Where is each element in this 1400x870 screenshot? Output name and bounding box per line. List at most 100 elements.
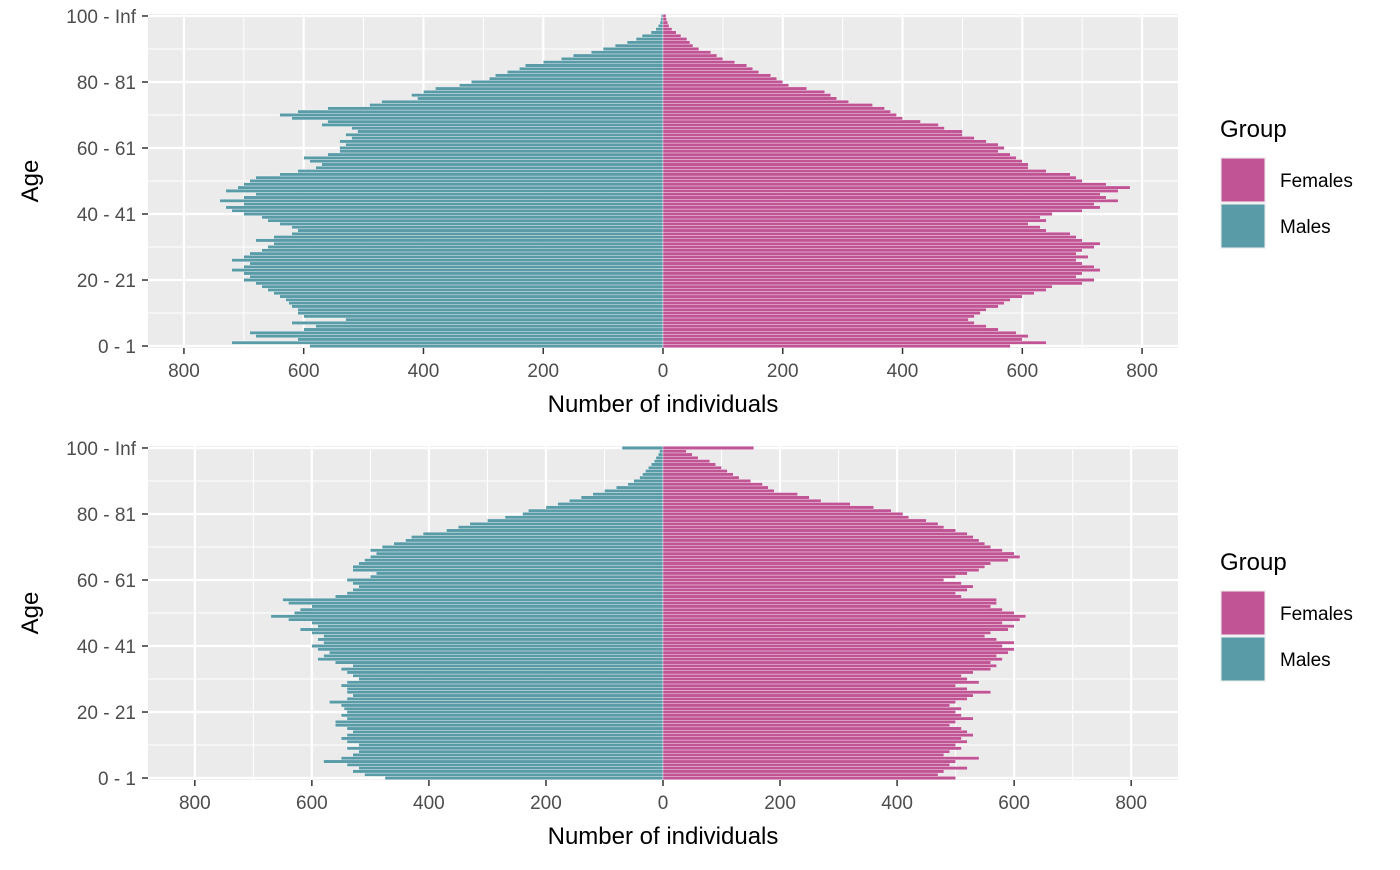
bar-males-age-29 xyxy=(261,248,664,253)
bar-females-age-40 xyxy=(662,644,1003,648)
bar-females-age-0 xyxy=(662,344,1011,348)
bar-males-age-18 xyxy=(346,716,664,721)
bar-males-age-99 xyxy=(660,17,664,22)
bar-females-age-74 xyxy=(662,99,849,104)
bar-males-age-47 xyxy=(225,189,664,193)
bar-males-age-44 xyxy=(219,198,664,203)
bar-females-age-54 xyxy=(662,165,1029,170)
bar-males-age-66 xyxy=(351,126,664,131)
bar-males-age-34 xyxy=(291,231,664,236)
bar-females-age-9 xyxy=(662,746,962,751)
bar-males-age-65 xyxy=(358,561,664,566)
bar-females-age-81 xyxy=(662,76,777,81)
bar-males-age-59 xyxy=(352,581,664,586)
bar-males-age-77 xyxy=(469,522,664,526)
bar-females-age-60 xyxy=(662,146,1005,150)
bar-females-age-43 xyxy=(662,634,986,638)
bar-males-age-4 xyxy=(346,762,664,767)
bar-females-age-23 xyxy=(662,700,956,704)
bar-females-age-47 xyxy=(662,621,1003,625)
bar-males-age-21 xyxy=(249,274,664,279)
bar-females-age-79 xyxy=(662,83,789,88)
bar-males-age-93 xyxy=(645,469,664,473)
bar-females-age-17 xyxy=(662,288,1047,292)
bar-males-age-52 xyxy=(279,172,664,177)
bar-females-age-8 xyxy=(662,749,950,754)
bar-males-age-54 xyxy=(282,597,664,602)
y-tick-label: 40 - 41 xyxy=(77,205,136,226)
y-tick-label: 0 - 1 xyxy=(98,337,136,358)
bar-females-age-83 xyxy=(662,70,759,74)
bar-males-age-49 xyxy=(270,614,664,619)
bar-males-age-30 xyxy=(267,245,664,249)
bar-males-age-11 xyxy=(297,307,664,312)
bar-females-age-68 xyxy=(662,551,1015,556)
bar-males-age-95 xyxy=(651,462,664,467)
bar-females-age-39 xyxy=(662,215,1041,220)
bar-females-age-49 xyxy=(662,614,1027,619)
bar-males-age-60 xyxy=(346,578,664,582)
bar-females-age-98 xyxy=(662,20,668,25)
bar-males-age-64 xyxy=(352,564,664,569)
bar-males-age-27 xyxy=(346,687,664,691)
bar-females-age-95 xyxy=(662,30,677,35)
x-tick-label: 600 xyxy=(288,361,320,382)
bar-males-age-32 xyxy=(255,238,664,243)
bar-females-age-100 xyxy=(662,446,754,450)
bar-females-age-9 xyxy=(662,314,975,319)
bar-females-age-97 xyxy=(662,456,699,460)
bar-females-age-65 xyxy=(662,561,991,566)
bar-males-age-83 xyxy=(557,502,664,506)
bar-males-age-62 xyxy=(376,571,664,576)
bar-females-age-49 xyxy=(662,182,1107,187)
bar-females-age-80 xyxy=(662,80,783,84)
bar-males-age-91 xyxy=(639,475,664,480)
bar-females-age-42 xyxy=(662,637,997,642)
y-tick-label: 20 - 21 xyxy=(77,703,136,724)
bar-males-age-38 xyxy=(329,650,664,655)
bar-females-age-35 xyxy=(662,660,991,665)
bar-males-age-49 xyxy=(243,182,664,187)
bar-females-age-50 xyxy=(662,179,1083,183)
bar-males-age-33 xyxy=(340,667,664,671)
bar-males-age-88 xyxy=(572,53,664,58)
x-axis-title: Number of individuals xyxy=(548,823,779,850)
bar-females-age-13 xyxy=(662,301,1005,305)
bar-females-age-46 xyxy=(662,624,1015,629)
bar-females-age-94 xyxy=(662,465,722,470)
bar-males-age-31 xyxy=(352,673,664,678)
bar-males-age-46 xyxy=(317,624,664,629)
y-tick-label: 100 - Inf xyxy=(66,7,136,28)
bar-males-age-71 xyxy=(297,109,664,114)
bar-females-age-35 xyxy=(662,228,1047,233)
bar-males-age-29 xyxy=(346,680,664,685)
bar-males-age-99 xyxy=(659,449,664,454)
bar-females-age-66 xyxy=(662,126,945,131)
bar-males-age-81 xyxy=(489,76,664,81)
bar-females-age-31 xyxy=(662,241,1101,246)
bar-females-age-78 xyxy=(662,518,927,523)
bar-females-age-52 xyxy=(662,172,1071,177)
bar-males-age-94 xyxy=(641,33,664,38)
bar-males-age-2 xyxy=(297,337,664,342)
bar-males-age-82 xyxy=(545,505,664,510)
bar-females-age-29 xyxy=(662,248,1083,253)
bar-males-age-50 xyxy=(249,179,664,183)
bar-females-age-22 xyxy=(662,703,950,708)
bar-females-age-28 xyxy=(662,683,956,688)
bar-males-age-70 xyxy=(279,113,664,117)
bar-females-age-68 xyxy=(662,119,921,124)
bar-females-age-26 xyxy=(662,690,991,695)
bar-females-age-69 xyxy=(662,548,1003,553)
bar-females-age-96 xyxy=(662,27,673,32)
bar-females-age-67 xyxy=(662,123,939,127)
bar-males-age-67 xyxy=(370,555,664,559)
bar-females-age-2 xyxy=(662,769,945,774)
bar-males-age-40 xyxy=(311,644,664,648)
bar-males-age-10 xyxy=(297,311,664,315)
bar-males-age-96 xyxy=(655,27,664,32)
bar-females-age-4 xyxy=(662,762,950,767)
y-axis-title: Age xyxy=(17,160,44,203)
bar-females-age-3 xyxy=(662,766,968,770)
bar-males-age-52 xyxy=(311,604,664,609)
